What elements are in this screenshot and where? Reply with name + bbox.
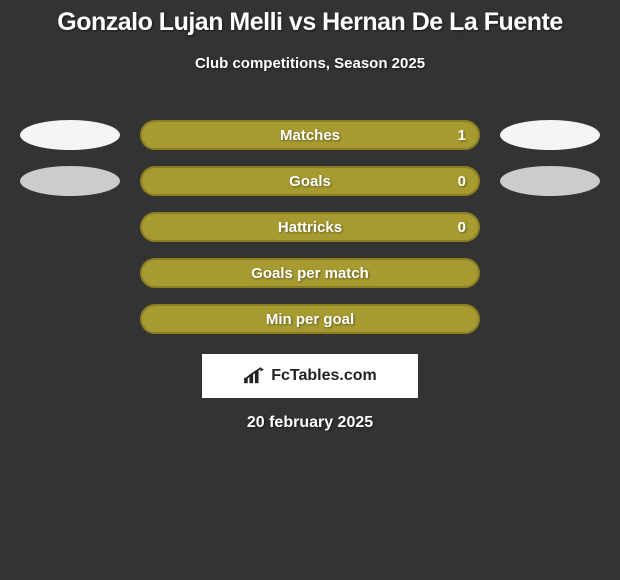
logo-text: FcTables.com [271,367,377,385]
stat-label: Goals [289,173,331,190]
stat-row: Goals 0 [0,158,620,204]
stat-value: 0 [458,173,466,190]
left-player-marker [20,166,120,196]
stat-row: Min per goal [0,296,620,342]
stat-label: Matches [280,127,340,144]
right-player-marker [500,166,600,196]
right-spacer [500,304,600,334]
snapshot-date: 20 february 2025 [0,414,620,432]
stat-value: 1 [458,127,466,144]
stat-bar: Matches 1 [140,120,480,150]
stat-row: Goals per match [0,250,620,296]
right-player-marker [500,120,600,150]
left-spacer [20,212,120,242]
stat-bar: Min per goal [140,304,480,334]
comparison-subtitle: Club competitions, Season 2025 [0,55,620,72]
stat-label: Goals per match [251,265,369,282]
right-spacer [500,258,600,288]
fctables-logo: FcTables.com [202,354,418,398]
stat-value: 0 [458,219,466,236]
stat-row: Matches 1 [0,112,620,158]
stat-label: Min per goal [266,311,354,328]
stat-bar: Goals per match [140,258,480,288]
stat-bar: Goals 0 [140,166,480,196]
stat-row: Hattricks 0 [0,204,620,250]
left-spacer [20,304,120,334]
left-player-marker [20,120,120,150]
right-spacer [500,212,600,242]
left-spacer [20,258,120,288]
stat-label: Hattricks [278,219,342,236]
stat-bar: Hattricks 0 [140,212,480,242]
stats-rows: Matches 1 Goals 0 Hattricks 0 Goals per match M… [0,112,620,342]
bar-chart-icon [243,367,265,385]
comparison-title: Gonzalo Lujan Melli vs Hernan De La Fuen… [0,0,620,37]
